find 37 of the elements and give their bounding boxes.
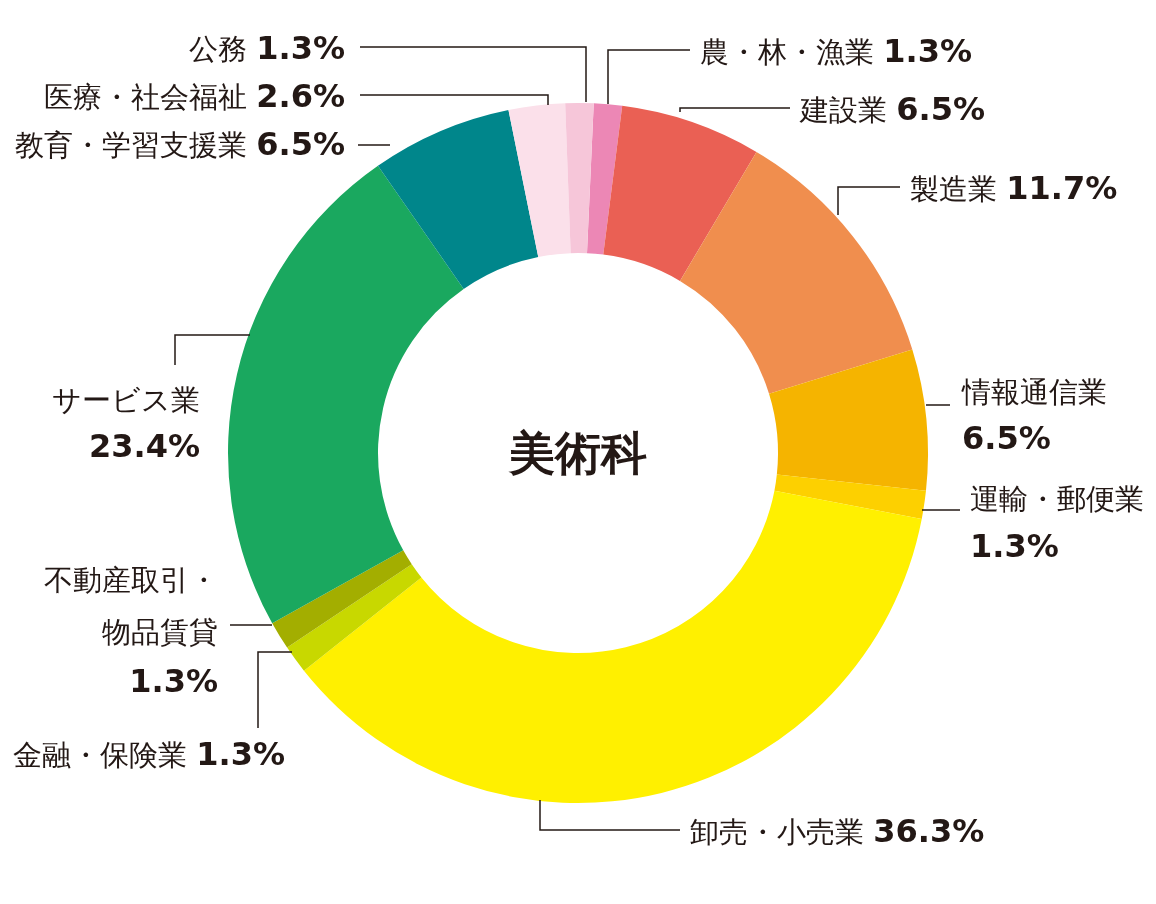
data-label: 11.7% bbox=[1006, 169, 1118, 207]
slice-label: 製造業 bbox=[910, 172, 1007, 206]
slice-label: 農・林・漁業 bbox=[700, 35, 884, 69]
donut-slice bbox=[287, 564, 422, 671]
slice-label: 教育・学習支援業 bbox=[15, 128, 257, 162]
slice-label: 不動産取引・物品賃貸 bbox=[44, 563, 218, 649]
data-label: 1.3% bbox=[883, 32, 972, 70]
slice-label: サービス業 bbox=[52, 383, 200, 417]
donut-slice bbox=[769, 349, 928, 491]
data-label: 2.6% bbox=[256, 77, 345, 115]
donut-slice bbox=[377, 109, 539, 289]
donut-slice bbox=[508, 103, 571, 257]
data-label: 23.4% bbox=[88, 427, 200, 465]
donut-slice bbox=[228, 165, 464, 624]
slice-label: 運輸・郵便業 bbox=[970, 482, 1144, 516]
donut-slice bbox=[272, 550, 412, 648]
donut-slice bbox=[603, 105, 757, 281]
slice-label: 金融・保険業 bbox=[13, 738, 197, 772]
data-label: 1.3% bbox=[970, 527, 1059, 565]
data-label: 36.3% bbox=[873, 812, 985, 850]
slice-label: 公務 bbox=[189, 32, 257, 66]
donut-slice bbox=[587, 103, 623, 255]
slice-label: 建設業 bbox=[799, 93, 897, 127]
data-label: 1.3% bbox=[129, 662, 218, 700]
data-label: 6.5% bbox=[962, 419, 1051, 457]
data-label: 6.5% bbox=[896, 90, 985, 128]
donut-slice bbox=[303, 490, 922, 803]
slice-label: 情報通信業 bbox=[961, 375, 1107, 409]
donut-slice bbox=[565, 103, 594, 254]
slice-label: 卸売・小売業 bbox=[690, 815, 874, 849]
slice-label: 医療・社会福祉 bbox=[44, 80, 257, 114]
data-label: 1.3% bbox=[196, 735, 285, 773]
data-label: 6.5% bbox=[256, 125, 345, 163]
data-label: 1.3% bbox=[256, 29, 345, 67]
donut-slice bbox=[679, 151, 913, 394]
text: 美術科 bbox=[508, 426, 647, 480]
donut-slice bbox=[774, 474, 926, 519]
